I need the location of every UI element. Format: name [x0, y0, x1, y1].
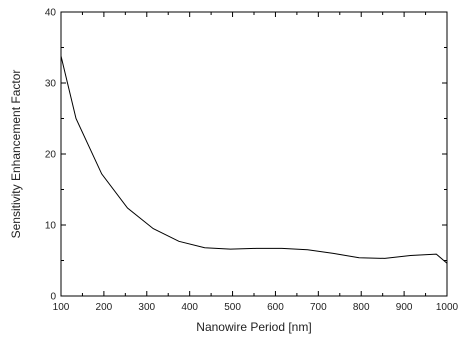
plot-frame [60, 11, 448, 297]
x-tick-label: 700 [310, 302, 327, 313]
x-tick-labels: 100 200 300 400 500 600 700 800 900 1000 [53, 302, 459, 313]
y-tick-label: 30 [45, 79, 57, 90]
x-tick-label: 100 [53, 302, 70, 313]
x-tick-label: 800 [353, 302, 370, 313]
x-tick-label: 500 [224, 302, 241, 313]
x-tick-label: 400 [181, 302, 198, 313]
y-axis-title: Sensitivity Enhancement Factor [9, 70, 23, 239]
y-tick-label: 10 [45, 221, 57, 232]
y-tick-labels: 0 10 20 30 40 [45, 8, 57, 303]
y-tick-label: 0 [50, 292, 56, 303]
x-axis-title: Nanowire Period [nm] [196, 320, 311, 334]
x-tick-label: 200 [96, 302, 113, 313]
series-line [60, 55, 448, 264]
y-tick-label: 40 [45, 8, 57, 19]
x-tick-label: 600 [267, 302, 284, 313]
y-tick-label: 20 [45, 150, 57, 161]
axis-ticks [60, 11, 448, 297]
x-tick-label: 300 [138, 302, 155, 313]
x-tick-label: 1000 [436, 302, 459, 313]
x-tick-label: 900 [396, 302, 413, 313]
